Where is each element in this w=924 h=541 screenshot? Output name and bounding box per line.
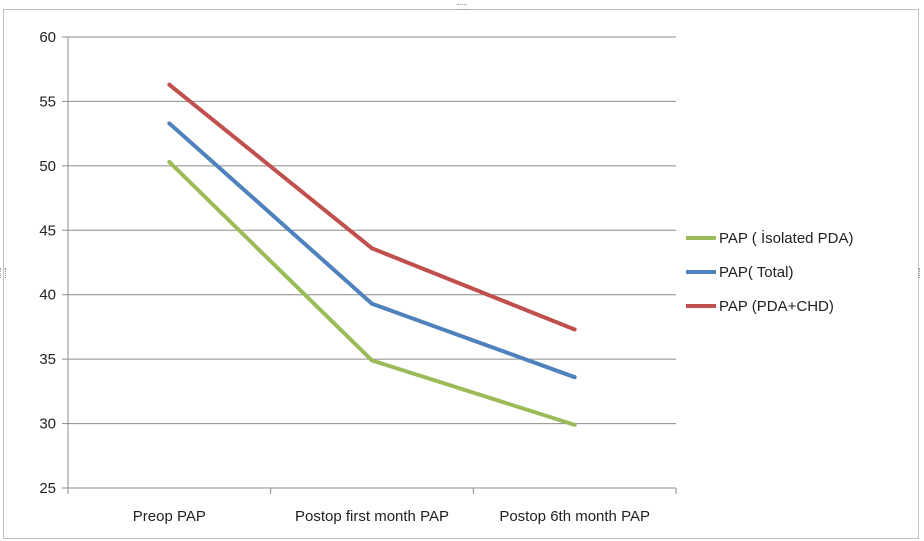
data-point [370, 301, 374, 306]
chart-frame [3, 9, 919, 539]
data-point [167, 82, 172, 87]
y-tick-labels: 25 30 35 40 45 50 55 60 [39, 29, 56, 497]
gridlines [68, 36, 676, 425]
legend-label: PAP (PDA+CHD) [719, 298, 834, 315]
y-tick-label: 25 [39, 480, 56, 497]
y-tick-label: 50 [39, 158, 56, 175]
x-tick-label: Postop first month PAP [295, 508, 449, 525]
data-point [167, 159, 172, 164]
y-tick-label: 60 [39, 29, 56, 46]
x-tick-labels: Preop PAP Postop first month PAP Postop 6t… [133, 508, 650, 525]
axes [62, 36, 677, 494]
resize-handle-left[interactable] [0, 268, 6, 278]
series-lines [167, 82, 577, 427]
resize-handle-right[interactable] [919, 268, 924, 278]
data-point [572, 327, 577, 332]
data-point [572, 422, 577, 427]
resize-handle-top[interactable] [457, 4, 467, 10]
legend-label: PAP( Total) [719, 264, 793, 281]
y-tick-label: 55 [39, 93, 56, 110]
series-line [168, 83, 576, 332]
y-tick-label: 40 [39, 287, 56, 304]
legend: PAP ( İsolated PDA) PAP( Total) PAP (PDA+C… [686, 229, 854, 315]
data-point [572, 375, 577, 380]
series-line [167, 160, 576, 427]
x-tick-label: Postop 6th month PAP [499, 508, 650, 525]
data-point [370, 358, 374, 363]
y-tick-label: 30 [39, 416, 56, 433]
data-point [370, 246, 374, 251]
y-tick-label: 45 [39, 222, 56, 239]
legend-label: PAP ( İsolated PDA) [719, 229, 854, 247]
x-tick-label: Preop PAP [133, 508, 206, 525]
data-point [167, 121, 172, 126]
y-tick-label: 35 [39, 351, 56, 368]
